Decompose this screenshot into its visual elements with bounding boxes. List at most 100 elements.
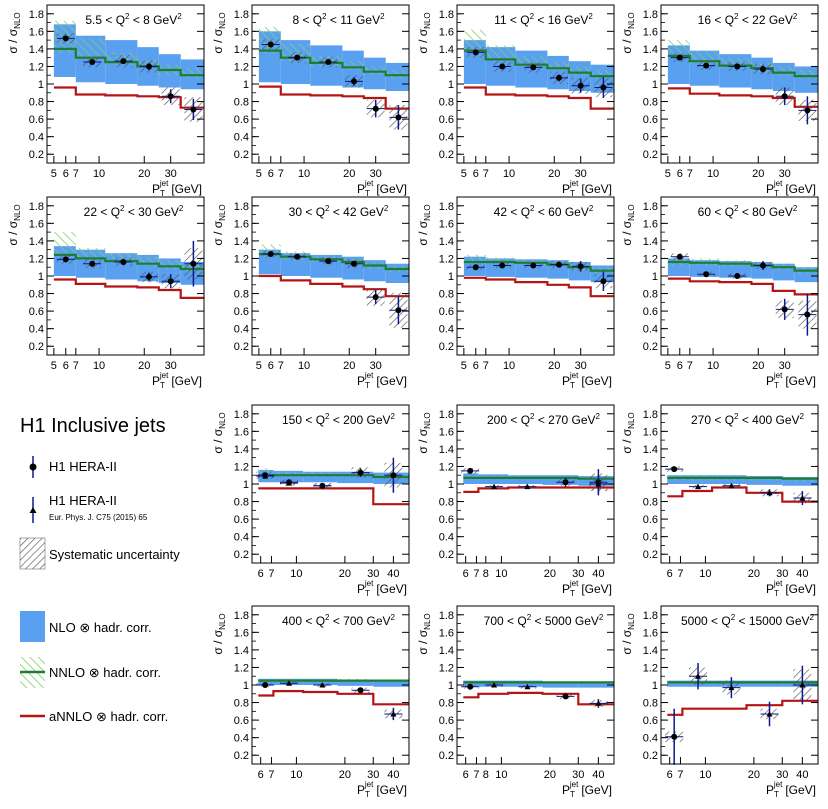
- x-axis-label: PTjet [GeV]: [562, 371, 612, 390]
- x-tick-label: 7: [268, 769, 274, 781]
- y-axis-label: σ / σNLO: [211, 613, 227, 654]
- x-tick-label: 30: [776, 769, 788, 781]
- data-point: [577, 263, 584, 270]
- nnlo-line: [258, 49, 409, 77]
- panel-title: 700 < Q2 < 5000 GeV2: [484, 613, 604, 628]
- data-point: [530, 262, 537, 269]
- y-tick-label: 0.8: [234, 97, 249, 109]
- x-tick-label: 5: [461, 168, 467, 180]
- nnlo-band: [568, 66, 591, 76]
- x-tick-label: 40: [796, 769, 808, 781]
- annlo-line: [667, 699, 818, 716]
- y-tick-label: 0.6: [234, 114, 249, 126]
- nlo-band: [746, 680, 783, 687]
- x-axis-label: PTjet [GeV]: [766, 371, 816, 390]
- y-tick-label: 1.4: [643, 444, 658, 456]
- data-point: [472, 49, 479, 56]
- x-tick-label: 20: [544, 769, 556, 781]
- nnlo-line: [53, 253, 204, 271]
- x-tick-label: 7: [687, 168, 693, 180]
- y-tick-label: 1.8: [643, 409, 658, 421]
- data-point-triangle: [319, 682, 326, 688]
- y-tick-label: 1.2: [234, 461, 249, 473]
- x-tick-label: 7: [278, 360, 284, 372]
- panel-12: 0.2 0.4 0.6 0.8 1 1.2 1.4 1.6 1.8 6 7 8 10 20 30 40PTje…: [416, 605, 615, 799]
- y-tick-label: 1.8: [29, 201, 44, 213]
- panel-title: 150 < Q2 < 200 GeV2: [282, 412, 396, 427]
- x-tick-label: 10: [707, 360, 719, 372]
- x-tick-label: 6: [667, 568, 673, 580]
- y-tick-label: 1.4: [29, 236, 44, 248]
- panel-grid: 0.20.40.60.811.21.41.61.85 6 7 10 20 30PTjet[…: [6, 4, 819, 799]
- data-point: [350, 78, 357, 85]
- y-tick-label: 0.8: [643, 97, 658, 109]
- y-tick-label: 1.2: [234, 662, 249, 674]
- data-point-triangle: [695, 483, 702, 490]
- x-tick-label: 6: [667, 769, 673, 781]
- y-tick-label: 1.6: [643, 627, 658, 639]
- y-tick-label: 1.8: [643, 201, 658, 213]
- x-tick-label: 20: [339, 769, 351, 781]
- x-tick-label: 20: [343, 360, 355, 372]
- y-tick-label: 1.2: [439, 662, 454, 674]
- x-tick-label: 7: [687, 360, 693, 372]
- data-point-triangle: [595, 481, 602, 487]
- x-axis-label: PTjet [GeV]: [357, 579, 407, 598]
- x-tick-label: 40: [592, 769, 604, 781]
- x-tick-label: 30: [575, 360, 587, 372]
- x-tick-label: 10: [93, 360, 105, 372]
- y-tick-label: 0.4: [234, 132, 249, 144]
- y-axis-label: σ / σNLO: [416, 204, 432, 245]
- nnlo-band: [772, 66, 795, 76]
- data-point: [145, 63, 152, 70]
- panel-10: 0.2 0.4 0.6 0.8 1 1.2 1.4 1.6 1.8 6 7 10 20 30 40PTjet…: [620, 404, 819, 598]
- x-tick-label: 6: [473, 360, 479, 372]
- y-tick-label: 1: [652, 479, 658, 491]
- nlo-band: [463, 680, 479, 687]
- data-point: [62, 35, 69, 42]
- data-point: [357, 469, 364, 476]
- y-tick-label: 1.4: [439, 645, 454, 657]
- data-point: [167, 93, 174, 100]
- y-axis-label: σ / σNLO: [620, 613, 636, 654]
- data-point: [357, 687, 364, 694]
- x-axis-label: PTjet [GeV]: [562, 579, 612, 598]
- y-tick-label: 0.2: [643, 549, 658, 561]
- data-point: [190, 260, 197, 267]
- y-tick-label: 1: [652, 680, 658, 692]
- x-tick-label: 10: [298, 360, 310, 372]
- y-tick-label: 1: [243, 680, 249, 692]
- y-tick-label: 1.6: [439, 627, 454, 639]
- data-point: [294, 253, 301, 260]
- x-tick-label: 30: [779, 168, 791, 180]
- legend-annlo-label: aNNLO ⊗ hadr. corr.: [49, 709, 168, 724]
- y-tick-label: 1.2: [234, 253, 249, 265]
- y-axis-label: σ / σNLO: [416, 412, 432, 453]
- y-tick-label: 0.8: [234, 497, 249, 509]
- y-tick-label: 0.6: [234, 715, 249, 727]
- data-point: [89, 59, 96, 66]
- y-tick-label: 1: [243, 271, 249, 283]
- nnlo-band: [590, 69, 614, 79]
- y-tick-label: 1.4: [643, 645, 658, 657]
- x-axis-label: PTjet [GeV]: [152, 179, 202, 198]
- y-axis-label: σ / σNLO: [6, 204, 22, 245]
- panel-title: 400 < Q2 < 700 GeV2: [282, 613, 396, 628]
- data-point: [395, 307, 402, 314]
- panel-2: 0.2 0.4 0.6 0.8 1 1.2 1.4 1.6 1.8 5 6 7 10 20 30PTjet[…: [416, 4, 615, 198]
- data-point-triangle: [595, 700, 602, 706]
- y-tick-label: 1: [38, 271, 44, 283]
- y-tick-label: 0.2: [439, 750, 454, 762]
- nnlo-line: [53, 47, 204, 77]
- nnlo-band: [137, 256, 159, 266]
- y-tick-label: 1.6: [234, 627, 249, 639]
- x-tick-label: 30: [370, 168, 382, 180]
- legend-data-label: H1 HERA-II: [49, 459, 117, 474]
- y-tick-label: 0.4: [234, 324, 249, 336]
- y-tick-label: 1.4: [439, 236, 454, 248]
- x-tick-label: 30: [575, 168, 587, 180]
- data-point: [267, 41, 274, 48]
- legend-entry-data: H1 HERA-II: [29, 456, 117, 478]
- y-tick-label: 1: [448, 271, 454, 283]
- x-tick-label: 7: [483, 360, 489, 372]
